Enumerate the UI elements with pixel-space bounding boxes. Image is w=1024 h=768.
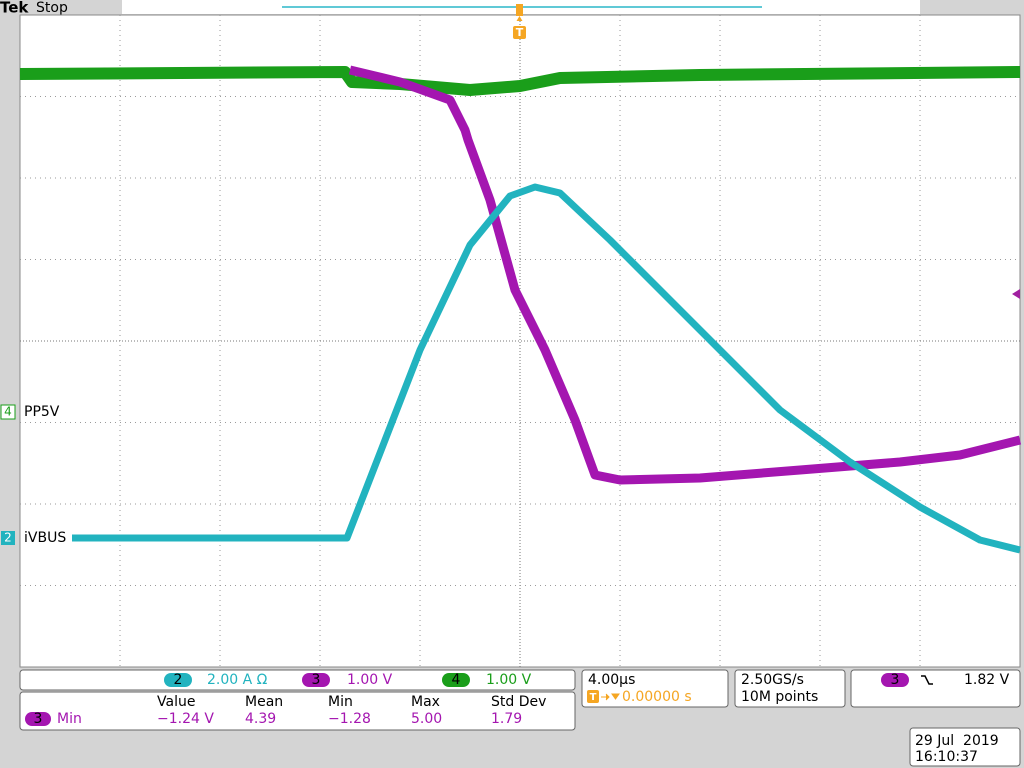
trigger-offset: 0.00000 s xyxy=(622,689,692,705)
ch4-marker-label: 4 xyxy=(4,405,12,419)
sample-rate: 2.50GS/s xyxy=(741,672,804,688)
ch2-badge xyxy=(164,673,192,687)
ch2-name: iVBUS xyxy=(24,530,66,546)
timebase-box xyxy=(581,669,729,708)
datetime-box xyxy=(909,727,1021,767)
ch2-marker xyxy=(1,531,15,545)
ch3-badge xyxy=(302,673,330,687)
meas-source-badge xyxy=(25,712,51,726)
ch2-marker-label: 2 xyxy=(4,531,12,545)
col-header: Value xyxy=(157,694,195,710)
meas-value: 5.00 xyxy=(411,711,442,727)
ch4-badge-label: 4 xyxy=(452,672,461,688)
date: 29 Jul 2019 xyxy=(915,733,999,749)
ch2-trace xyxy=(72,183,1021,554)
meas-value: 1.79 xyxy=(491,711,522,727)
trigger-marker xyxy=(513,26,526,39)
col-header: Min xyxy=(328,694,353,710)
grid xyxy=(20,15,1020,667)
trigger-source-badge xyxy=(881,673,909,687)
col-header: Max xyxy=(411,694,440,710)
meas-type: Min xyxy=(57,711,82,727)
ch4-marker xyxy=(0,404,16,420)
trigger-level xyxy=(1012,289,1020,299)
ch4-scale: 1.00 V xyxy=(486,672,532,688)
meas-value: −1.24 V xyxy=(157,711,214,727)
meas-value: −1.28 xyxy=(328,711,371,727)
trigger-source: 3 xyxy=(891,672,900,688)
measurement-box xyxy=(19,691,576,731)
trigger-offset-icon-label: T xyxy=(590,692,597,703)
trigger-marker-label: T xyxy=(516,26,524,39)
ch4-badge xyxy=(442,673,470,687)
ch2-badge-label: 2 xyxy=(174,672,183,688)
offset-arrow xyxy=(601,693,620,701)
timebase-scale: 4.00µs xyxy=(588,672,635,688)
record-length: 10M points xyxy=(741,689,818,705)
meas-source: 3 xyxy=(34,711,43,727)
trigger-position xyxy=(516,4,523,21)
time: 16:10:37 xyxy=(915,749,978,765)
ch3-badge-label: 3 xyxy=(312,672,321,688)
ch4-name: PP5V xyxy=(24,404,60,420)
meas-value: 4.39 xyxy=(245,711,276,727)
run-status: Stop xyxy=(36,0,68,16)
acquisition-box xyxy=(734,669,846,708)
channel-bar xyxy=(19,669,576,691)
trigger-offset-icon xyxy=(587,690,599,703)
ch3-scale: 1.00 V xyxy=(347,672,393,688)
ch4-trace xyxy=(19,66,1021,96)
col-header: Mean xyxy=(245,694,283,710)
ch2-scale: 2.00 A Ω xyxy=(207,672,268,688)
col-header: Std Dev xyxy=(491,694,546,710)
trigger-slope xyxy=(921,675,933,685)
trigger-level-value: 1.82 V xyxy=(964,672,1010,688)
brand: Tek xyxy=(0,0,29,17)
